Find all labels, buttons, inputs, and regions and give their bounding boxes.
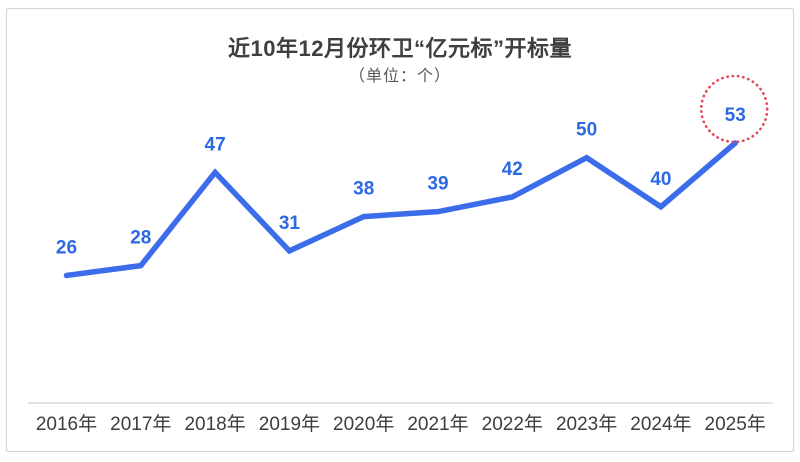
- value-label: 47: [205, 134, 226, 155]
- x-tick-label: 2017年: [110, 413, 171, 435]
- chart-subtitle: （单位：个）: [348, 68, 451, 85]
- x-tick-label: 2019年: [259, 413, 320, 435]
- x-tick-label: 2021年: [407, 413, 468, 435]
- trend-line: [63, 140, 738, 279]
- value-label: 26: [56, 237, 77, 258]
- value-label: 31: [279, 213, 301, 234]
- chart-title: 近10年12月份环卫“亿元标”开标量: [228, 36, 572, 61]
- x-tick-label: 2022年: [482, 413, 543, 435]
- x-tick-label: 2018年: [184, 413, 245, 435]
- value-label: 28: [130, 228, 151, 249]
- highlight-circle: [699, 74, 769, 144]
- x-tick-label: 2016年: [36, 413, 97, 435]
- value-label: 50: [576, 120, 597, 141]
- x-tick-label: 2024年: [630, 413, 691, 435]
- value-label: 38: [353, 179, 374, 200]
- x-tick-label: 2025年: [705, 413, 766, 435]
- value-label: 42: [502, 159, 523, 180]
- value-label: 53: [725, 105, 746, 126]
- x-tick-label: 2023年: [556, 413, 617, 435]
- value-label: 39: [427, 174, 448, 195]
- value-label: 40: [650, 169, 671, 190]
- x-tick-label: 2020年: [333, 413, 394, 435]
